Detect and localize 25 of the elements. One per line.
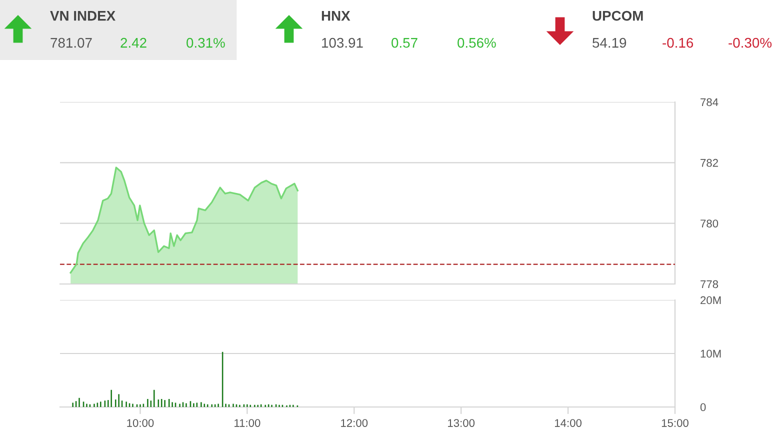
- text: -0.16: [662, 38, 694, 48]
- x-tick-label: 11:00: [234, 419, 260, 427]
- text: 0.57: [392, 38, 418, 48]
- text: 2.42: [120, 38, 146, 48]
- x-tick-label: 15:00: [662, 419, 688, 427]
- x-tick-label: 14:00: [554, 419, 582, 427]
- x-tick-label: 10:00: [127, 419, 154, 427]
- text: 781.07: [50, 38, 92, 48]
- text: -0.30%: [728, 38, 772, 48]
- y-tick-label: 20M: [700, 296, 721, 304]
- y-tick-label: 778: [700, 280, 718, 288]
- y-tick-label: 784: [700, 98, 718, 106]
- text: 0.31%: [186, 38, 225, 48]
- y-tick-label: 782: [700, 158, 718, 167]
- y-tick-label: 780: [700, 220, 718, 228]
- text: 0.56%: [458, 38, 496, 48]
- y-tick-label: 0: [700, 403, 706, 412]
- text: HNX: [322, 11, 350, 21]
- x-tick-label: 12:00: [341, 419, 368, 427]
- text: UPCOM: [592, 10, 643, 21]
- text: 54.19: [592, 38, 626, 48]
- y-tick-label: 10M: [700, 350, 721, 358]
- text: VN INDEX: [50, 11, 116, 21]
- text: 103.91: [322, 38, 363, 48]
- x-tick-label: 13:00: [448, 419, 475, 427]
